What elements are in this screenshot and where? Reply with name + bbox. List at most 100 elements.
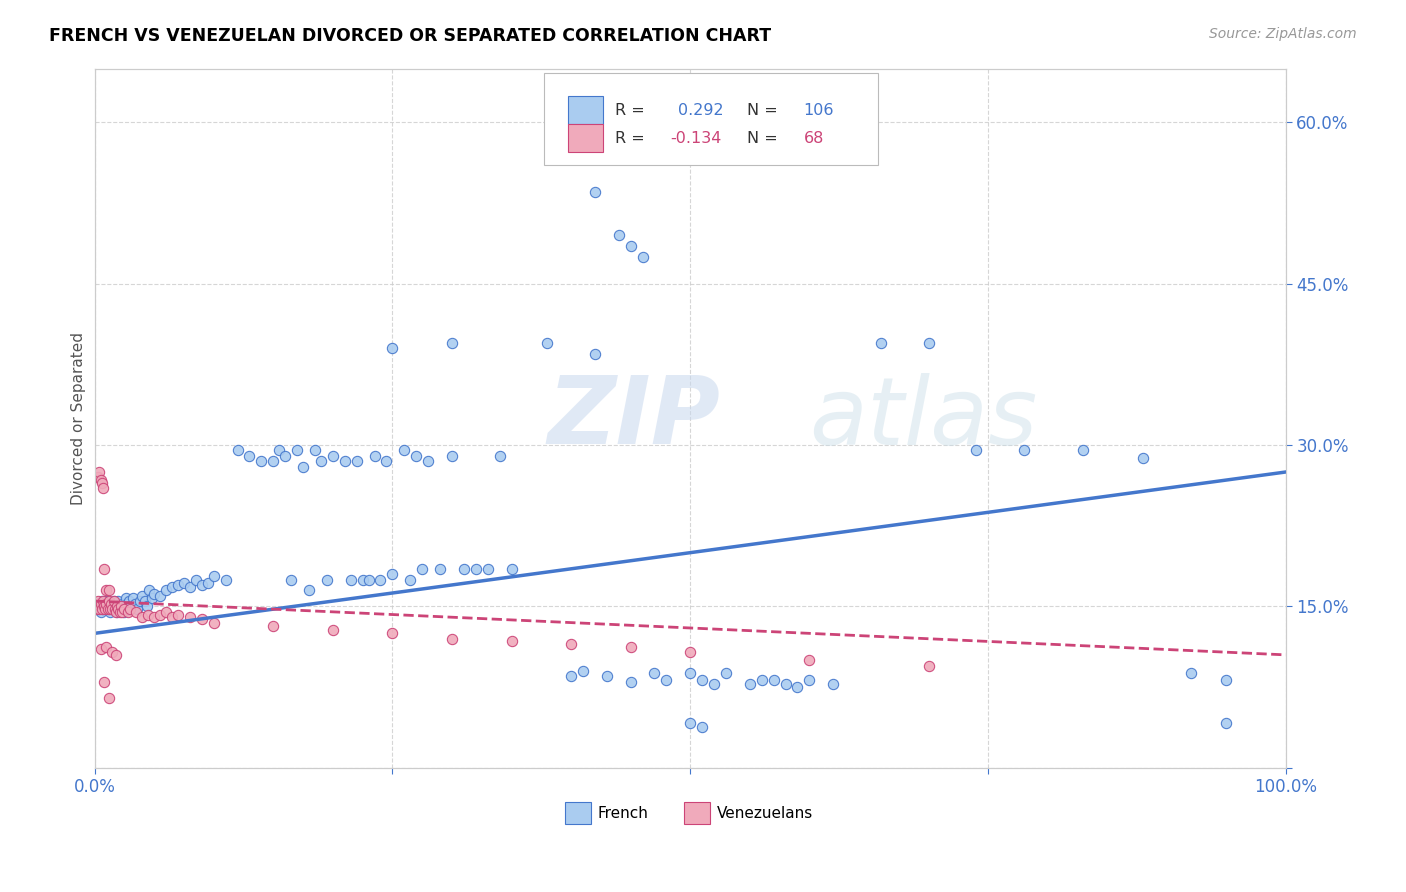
Point: [429, 562, 451, 576]
Point: [149, 608, 172, 623]
Point: [679, 645, 702, 659]
Point: [160, 580, 183, 594]
Point: [93, 597, 115, 611]
Text: Source: ZipAtlas.com: Source: ZipAtlas.com: [1209, 27, 1357, 41]
Point: [128, 594, 150, 608]
Point: [399, 573, 422, 587]
Point: [1215, 715, 1237, 730]
Point: [381, 567, 404, 582]
Point: [202, 615, 225, 630]
Point: [440, 449, 463, 463]
Point: [346, 454, 368, 468]
Text: -0.134: -0.134: [671, 131, 721, 146]
Point: [488, 449, 510, 463]
Text: N =: N =: [748, 131, 778, 146]
Point: [560, 669, 582, 683]
Point: [96, 594, 118, 608]
Point: [136, 608, 159, 623]
Point: [394, 443, 416, 458]
Point: [87, 597, 110, 611]
Point: [100, 597, 122, 611]
Point: [112, 601, 135, 615]
Point: [143, 610, 166, 624]
Point: [751, 673, 773, 687]
Point: [184, 573, 207, 587]
Point: [97, 601, 120, 615]
Point: [110, 601, 132, 615]
Text: Venezuelans: Venezuelans: [717, 805, 813, 821]
Point: [120, 599, 142, 614]
Point: [620, 640, 643, 655]
Point: [339, 573, 361, 587]
Point: [141, 591, 163, 605]
Point: [105, 605, 128, 619]
Point: [90, 642, 112, 657]
Text: atlas: atlas: [810, 373, 1038, 464]
Text: 0.292: 0.292: [678, 103, 724, 118]
Point: [90, 475, 112, 490]
Point: [91, 601, 114, 615]
Point: [440, 632, 463, 646]
Point: [477, 562, 499, 576]
Point: [285, 443, 308, 458]
Point: [381, 626, 404, 640]
Point: [262, 454, 284, 468]
Point: [501, 562, 523, 576]
Point: [1215, 673, 1237, 687]
Text: 68: 68: [803, 131, 824, 146]
Point: [191, 612, 214, 626]
Point: [118, 594, 141, 608]
Point: [501, 633, 523, 648]
Point: [114, 591, 136, 605]
Point: [90, 473, 112, 487]
Point: [620, 674, 643, 689]
Point: [655, 673, 678, 687]
Point: [572, 664, 595, 678]
Point: [322, 449, 344, 463]
Point: [97, 601, 120, 615]
FancyBboxPatch shape: [544, 73, 879, 165]
Y-axis label: Divorced or Separated: Divorced or Separated: [72, 332, 86, 505]
Point: [87, 470, 110, 484]
Point: [112, 605, 135, 619]
Point: [375, 454, 398, 468]
Point: [108, 599, 131, 614]
Point: [108, 605, 131, 619]
Point: [167, 578, 190, 592]
Point: [1132, 450, 1154, 465]
Point: [155, 583, 177, 598]
Point: [149, 589, 172, 603]
Point: [90, 597, 112, 611]
Point: [560, 637, 582, 651]
Bar: [568, 125, 603, 153]
Point: [101, 601, 124, 615]
Point: [309, 454, 332, 468]
Point: [124, 597, 146, 611]
Point: [418, 454, 440, 468]
Bar: [685, 802, 710, 824]
Point: [292, 459, 315, 474]
Point: [127, 601, 149, 615]
Point: [363, 449, 385, 463]
Point: [917, 658, 939, 673]
Point: [405, 449, 427, 463]
Point: [596, 669, 619, 683]
Text: ZIP: ZIP: [547, 372, 720, 464]
Point: [917, 335, 939, 350]
Point: [97, 594, 120, 608]
Point: [111, 597, 134, 611]
Point: [381, 341, 404, 355]
Point: [86, 601, 108, 615]
Point: [105, 648, 128, 662]
Point: [112, 599, 135, 614]
Point: [97, 583, 120, 598]
Text: 106: 106: [803, 103, 834, 118]
Point: [104, 601, 127, 615]
Point: [115, 597, 138, 611]
Point: [121, 591, 143, 605]
Point: [370, 573, 392, 587]
Point: [536, 335, 558, 350]
Point: [269, 443, 291, 458]
Point: [91, 594, 114, 608]
Point: [202, 569, 225, 583]
